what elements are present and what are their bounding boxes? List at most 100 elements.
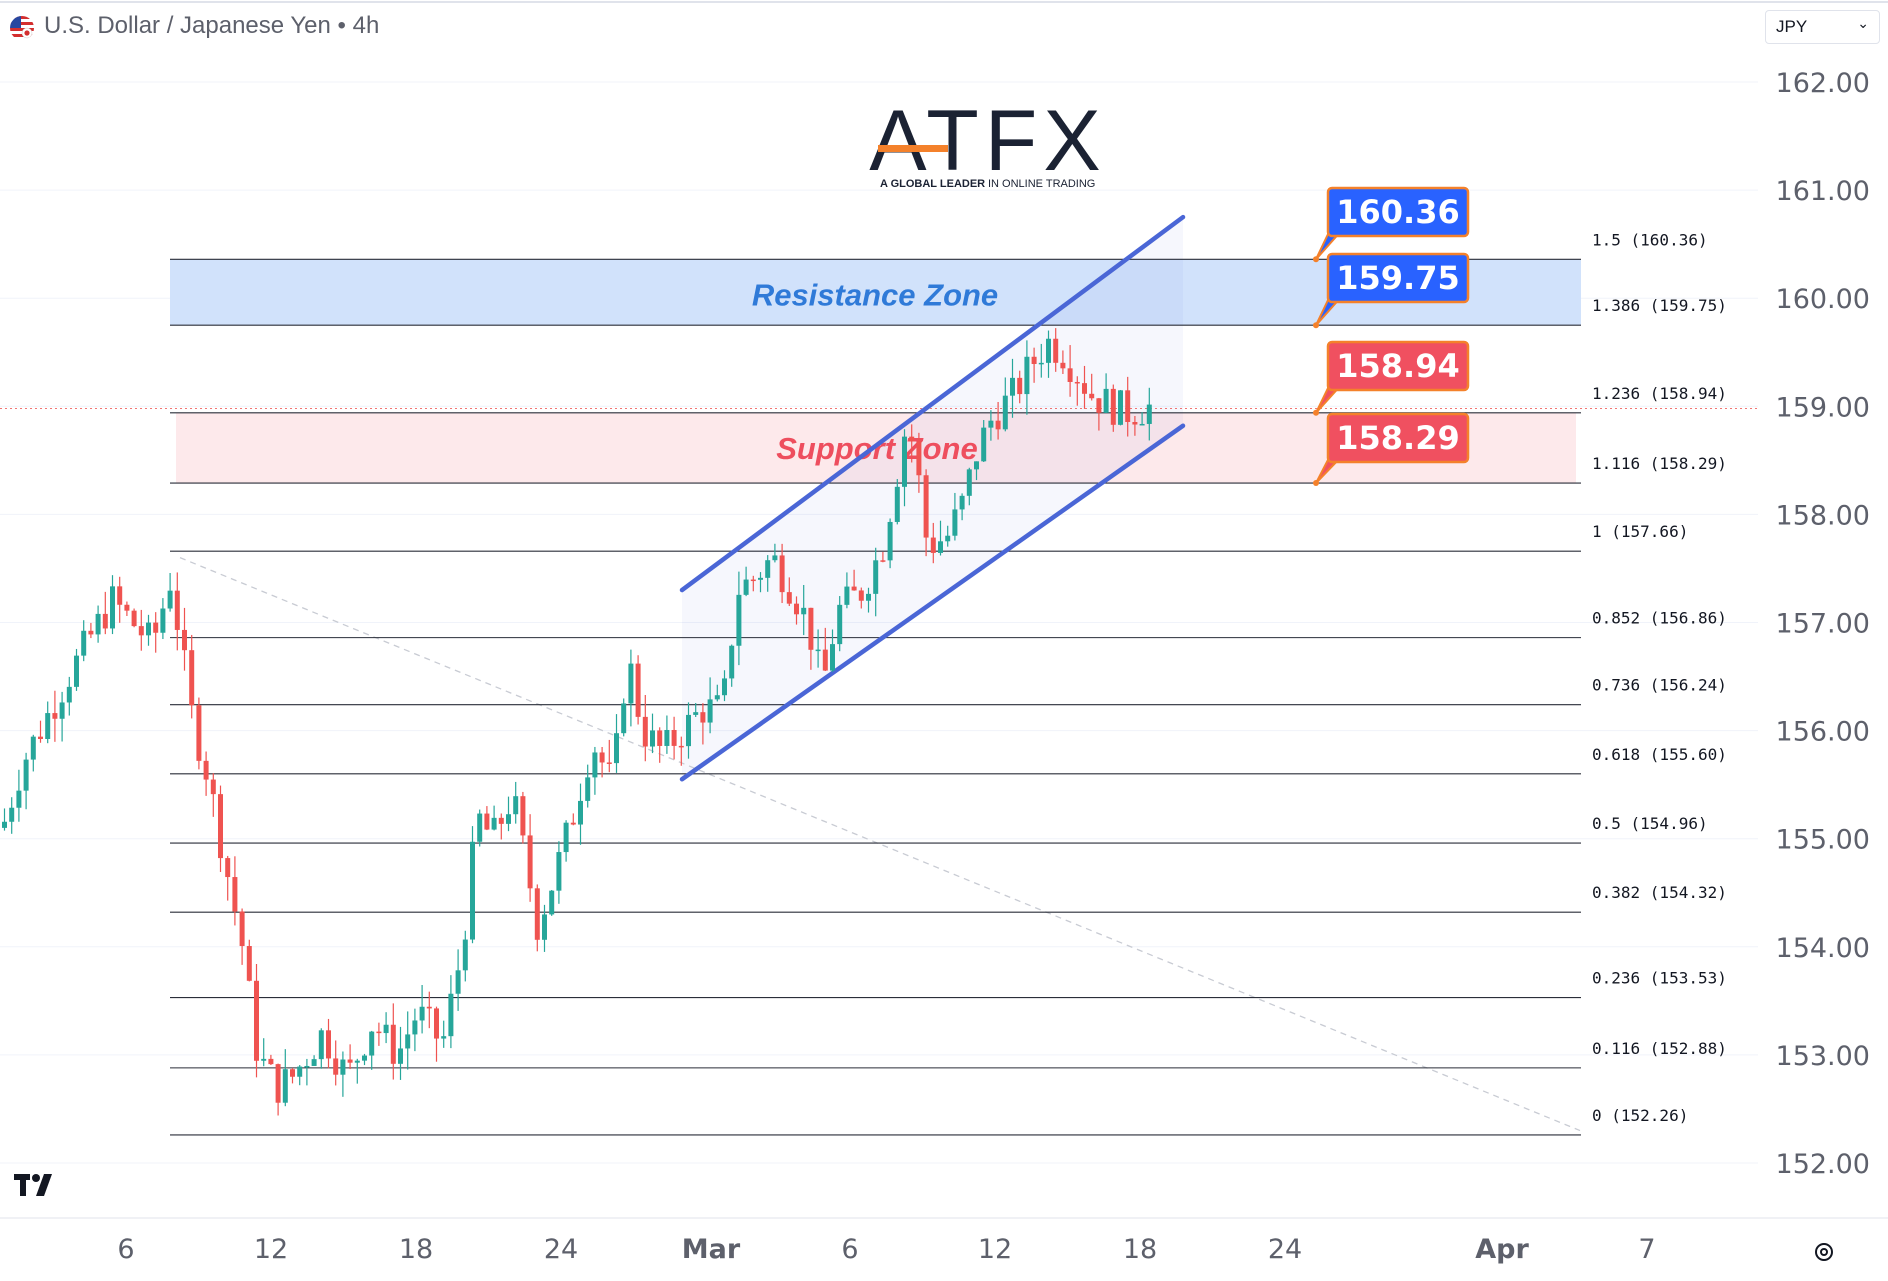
fib-label: 0.618 (155.60) xyxy=(1592,745,1727,764)
candle-body xyxy=(801,607,807,615)
candle-body xyxy=(1053,338,1059,363)
candle-body xyxy=(304,1065,310,1068)
candle-body xyxy=(1067,368,1073,382)
candle-body xyxy=(254,980,259,1061)
candle-body xyxy=(779,555,785,593)
candle-body xyxy=(484,813,490,830)
x-tick-label: 12 xyxy=(978,1234,1012,1265)
price-label-box xyxy=(1326,252,1470,304)
candle-body xyxy=(1082,383,1087,394)
price-label-anchor xyxy=(1313,409,1319,416)
currency-value: JPY xyxy=(1776,17,1808,36)
candle-body xyxy=(1096,398,1102,413)
candle-body xyxy=(1110,388,1116,425)
candle-body xyxy=(110,586,115,629)
grid-lines xyxy=(0,1,1888,1219)
fib-label: 0 (152.26) xyxy=(1592,1106,1688,1125)
y-axis[interactable]: 162.00 161.00 160.00 159.00 158.00 157.00 156.… xyxy=(1776,68,1870,1180)
price-label-text: 158.29 xyxy=(1336,419,1459,457)
price-label-anchor xyxy=(1313,256,1319,263)
x-tick-label: 6 xyxy=(117,1234,134,1265)
candle-body xyxy=(830,644,835,671)
chart-header: U.S. Dollar / Japanese Yen • 4h JPY ⌄ xyxy=(0,0,1888,60)
symbol-title[interactable]: U.S. Dollar / Japanese Yen • 4h xyxy=(44,12,380,39)
candle-body xyxy=(491,817,497,830)
candle-body xyxy=(9,807,15,822)
candle-body xyxy=(1046,338,1051,363)
candle-body xyxy=(866,593,871,601)
candle-body xyxy=(642,716,648,747)
candle-body xyxy=(873,560,879,594)
tradingview-logo-icon[interactable] xyxy=(14,1172,60,1203)
candle-body xyxy=(1017,377,1023,395)
candle-body xyxy=(700,712,706,723)
candle-body xyxy=(1038,362,1044,365)
brand-tagline-rest: IN ONLINE TRADING xyxy=(988,178,1095,190)
candle-body xyxy=(52,713,58,719)
candle-body xyxy=(923,475,929,538)
channel-layer xyxy=(679,214,1186,782)
candles-layer xyxy=(2,328,1152,1116)
y-tick-label: 154.00 xyxy=(1776,933,1870,964)
candle-body xyxy=(1074,381,1080,384)
currency-select[interactable]: JPY ⌄ xyxy=(1765,10,1880,44)
candle-body xyxy=(974,461,979,470)
x-tick-label: 6 xyxy=(841,1234,858,1265)
fib-label: 0.236 (153.53) xyxy=(1592,969,1727,988)
candle-body xyxy=(614,733,619,764)
candle-body xyxy=(390,1024,396,1064)
candle-body xyxy=(102,613,108,629)
y-tick-label: 162.00 xyxy=(1776,68,1870,99)
candle-body xyxy=(902,436,907,487)
price-label-box xyxy=(1326,412,1470,464)
candle-body xyxy=(822,649,828,671)
resistance-zone-label: Resistance Zone xyxy=(752,277,998,312)
candle-body xyxy=(758,577,763,580)
candle-body xyxy=(1146,404,1152,424)
candle-body xyxy=(1002,395,1008,430)
candle-body xyxy=(362,1055,367,1061)
candle-body xyxy=(59,702,65,719)
fib-label: 1.116 (158.29) xyxy=(1592,454,1727,473)
candle-body xyxy=(995,420,1001,430)
candle-body xyxy=(966,469,972,496)
candle-body xyxy=(678,745,684,748)
y-tick-label: 152.00 xyxy=(1776,1149,1870,1180)
x-tick-label: Apr xyxy=(1475,1234,1529,1265)
candle-body xyxy=(326,1030,331,1059)
candle-body xyxy=(1132,422,1138,425)
candle-body xyxy=(621,703,627,734)
candle-body xyxy=(1010,377,1015,396)
candle-body xyxy=(167,590,173,609)
x-tick-label: 12 xyxy=(254,1234,288,1265)
x-axis[interactable]: 6 12 18 24 Mar 6 12 18 24 Apr 7 xyxy=(117,1234,1655,1265)
support-zone-label: Support Zone xyxy=(776,431,977,466)
candle-body xyxy=(714,695,720,700)
candle-body xyxy=(750,579,756,582)
candle-body xyxy=(160,608,166,633)
candle-body xyxy=(383,1024,389,1034)
candle-body xyxy=(722,678,727,696)
candle-body xyxy=(549,890,555,915)
candle-body xyxy=(16,790,22,808)
candle-body xyxy=(635,663,641,717)
candle-body xyxy=(1024,356,1030,395)
candle-body xyxy=(851,586,857,591)
x-tick-label: 24 xyxy=(544,1234,578,1265)
candle-body xyxy=(686,714,691,747)
candle-body xyxy=(585,777,591,801)
candle-body xyxy=(729,645,735,679)
fib-label: 1 (157.66) xyxy=(1592,522,1688,541)
candle-body xyxy=(772,555,778,561)
candle-body xyxy=(311,1059,317,1066)
settings-gear-icon[interactable] xyxy=(1810,1238,1838,1266)
candle-body xyxy=(275,1064,281,1103)
candle-body xyxy=(455,970,461,994)
fib-label: 1.386 (159.75) xyxy=(1592,296,1727,315)
candle-body xyxy=(671,729,677,746)
candle-body xyxy=(426,1006,432,1009)
y-tick-label: 161.00 xyxy=(1776,176,1870,207)
x-tick-label: 18 xyxy=(1123,1234,1157,1265)
candle-body xyxy=(1031,356,1037,365)
